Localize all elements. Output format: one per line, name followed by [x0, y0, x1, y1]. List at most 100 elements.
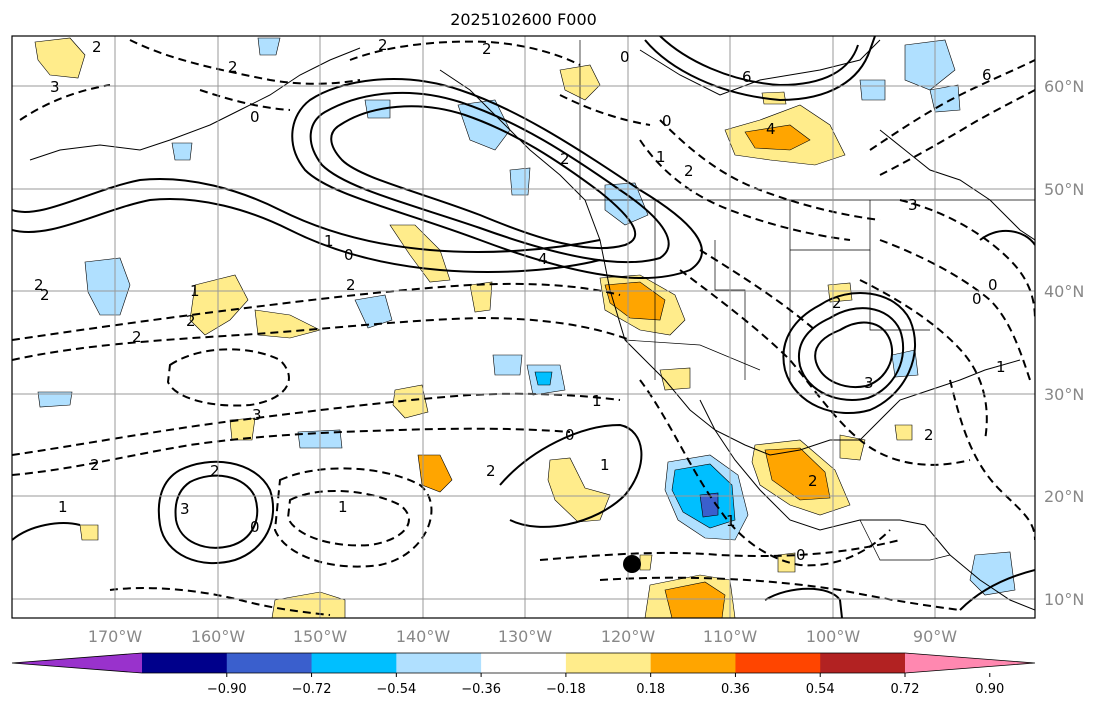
contour-label: 2	[486, 462, 496, 480]
warm-region	[417, 454, 453, 493]
contour-label: 3	[864, 374, 874, 392]
storm-marker	[623, 555, 641, 573]
colorbar-extend-low	[12, 653, 142, 673]
lat-label: 50°N	[1044, 180, 1084, 199]
contour-label: 6	[982, 66, 992, 84]
contour-label: 2	[560, 150, 570, 168]
colorbar-extend-high	[905, 653, 1035, 673]
cool-region	[257, 37, 281, 56]
contour-label: 3	[50, 78, 60, 96]
contour-label: 1	[324, 232, 334, 250]
warm-region	[34, 37, 86, 79]
graticule	[12, 36, 1035, 618]
contour-label: 4	[766, 120, 776, 138]
colorbar: −0.90 −0.72 −0.54 −0.36 −0.18 0.18 0.36 0.54 0.7…	[11, 652, 1036, 697]
lon-label: 100°W	[806, 627, 861, 646]
contour-labels: 2 2 2 2 0 6 4 2 1 2 0 0 3 6 2 2 0 2 1 4 …	[34, 36, 1006, 564]
contour-label: 0	[988, 276, 998, 294]
cool-region	[354, 294, 393, 329]
contour-label: 2	[40, 286, 50, 304]
contour-label: 6	[742, 68, 752, 86]
warm-region	[894, 424, 913, 441]
contour-label: 1	[996, 358, 1006, 376]
lon-label: 130°W	[498, 627, 553, 646]
warm-region	[189, 274, 249, 336]
cool-region	[969, 551, 1016, 596]
lon-label: 150°W	[293, 627, 348, 646]
contour-label: 2	[378, 36, 388, 54]
colorbar-tick-label: 0.90	[975, 682, 1004, 697]
colorbar-tick-label: −0.36	[461, 682, 501, 697]
contour-label: 0	[796, 546, 806, 564]
contour-label: 0	[250, 108, 260, 126]
solid-contours	[12, 36, 1035, 618]
cool-region	[171, 142, 193, 161]
colorbar-outline	[11, 652, 1036, 674]
colorbar-swatch	[481, 653, 567, 673]
colorbar-swatch	[226, 653, 313, 673]
warm-region	[639, 554, 653, 571]
colorbar-tick-label: 0.36	[721, 682, 750, 697]
lon-label: 120°W	[601, 627, 656, 646]
lat-label: 10°N	[1044, 590, 1084, 609]
lat-label: 60°N	[1044, 77, 1084, 96]
contour-label: 2	[684, 162, 694, 180]
colorbar-tick-label: 0.18	[636, 682, 665, 697]
contour-label: 1	[600, 456, 610, 474]
contour-label: 2	[92, 38, 102, 56]
colorbar-swatch	[142, 653, 228, 673]
warm-region	[839, 434, 866, 461]
cool-region	[699, 492, 719, 518]
colorbar-tick-label: 0.72	[891, 682, 920, 697]
colorbar-tick-label: −0.90	[207, 682, 247, 697]
warm-region	[664, 581, 726, 618]
colorbar-tick-label: −0.72	[292, 682, 332, 697]
contour-label: 2	[832, 294, 842, 312]
cool-region	[84, 257, 131, 316]
cool-region	[534, 371, 553, 386]
map-title: 2025102600 F000	[450, 10, 597, 29]
warm-region	[764, 447, 831, 501]
cool-region	[492, 354, 523, 376]
contour-label: 2	[210, 462, 220, 480]
colorbar-swatch	[650, 653, 736, 673]
lat-label: 30°N	[1044, 385, 1084, 404]
colorbar-tick-label: 0.54	[806, 682, 835, 697]
cool-region	[509, 167, 531, 196]
cool-region	[904, 39, 956, 91]
warm-region	[744, 124, 811, 151]
contour-label: 0	[620, 48, 630, 66]
longitude-labels: 170°W 160°W 150°W 140°W 130°W 120°W 110°…	[88, 627, 957, 646]
contour-label: 3	[908, 196, 918, 214]
contour-label: 1	[726, 512, 736, 530]
borders	[579, 40, 1035, 561]
contour-label: 2	[34, 276, 44, 294]
contour-label: 3	[252, 406, 262, 424]
contour-label: 2	[808, 472, 818, 490]
contour-label: 2	[228, 58, 238, 76]
shaded-fields	[34, 37, 1016, 618]
dashed-contours	[12, 39, 1035, 616]
plot-area	[12, 36, 1035, 618]
contour-label: 2	[346, 276, 356, 294]
lat-label: 20°N	[1044, 487, 1084, 506]
contour-label: 2	[132, 328, 142, 346]
contour-label: 0	[972, 290, 982, 308]
contour-label: 1	[338, 498, 348, 516]
contour-label: 2	[482, 40, 492, 58]
plot-frame	[11, 35, 1036, 619]
lon-label: 110°W	[703, 627, 758, 646]
warm-region	[389, 224, 451, 283]
contour-label: 3	[180, 500, 190, 518]
warm-region	[469, 281, 493, 313]
cool-region	[859, 79, 886, 101]
latitude-labels: 60°N 50°N 40°N 30°N 20°N 10°N	[1044, 77, 1084, 609]
contour-label: 2	[924, 426, 934, 444]
lon-label: 140°W	[396, 627, 451, 646]
colorbar-swatch	[820, 653, 906, 673]
contour-label: 1	[58, 498, 68, 516]
contour-label: 0	[565, 426, 575, 444]
colorbar-swatch	[311, 653, 397, 673]
contour-label: 1	[656, 148, 666, 166]
